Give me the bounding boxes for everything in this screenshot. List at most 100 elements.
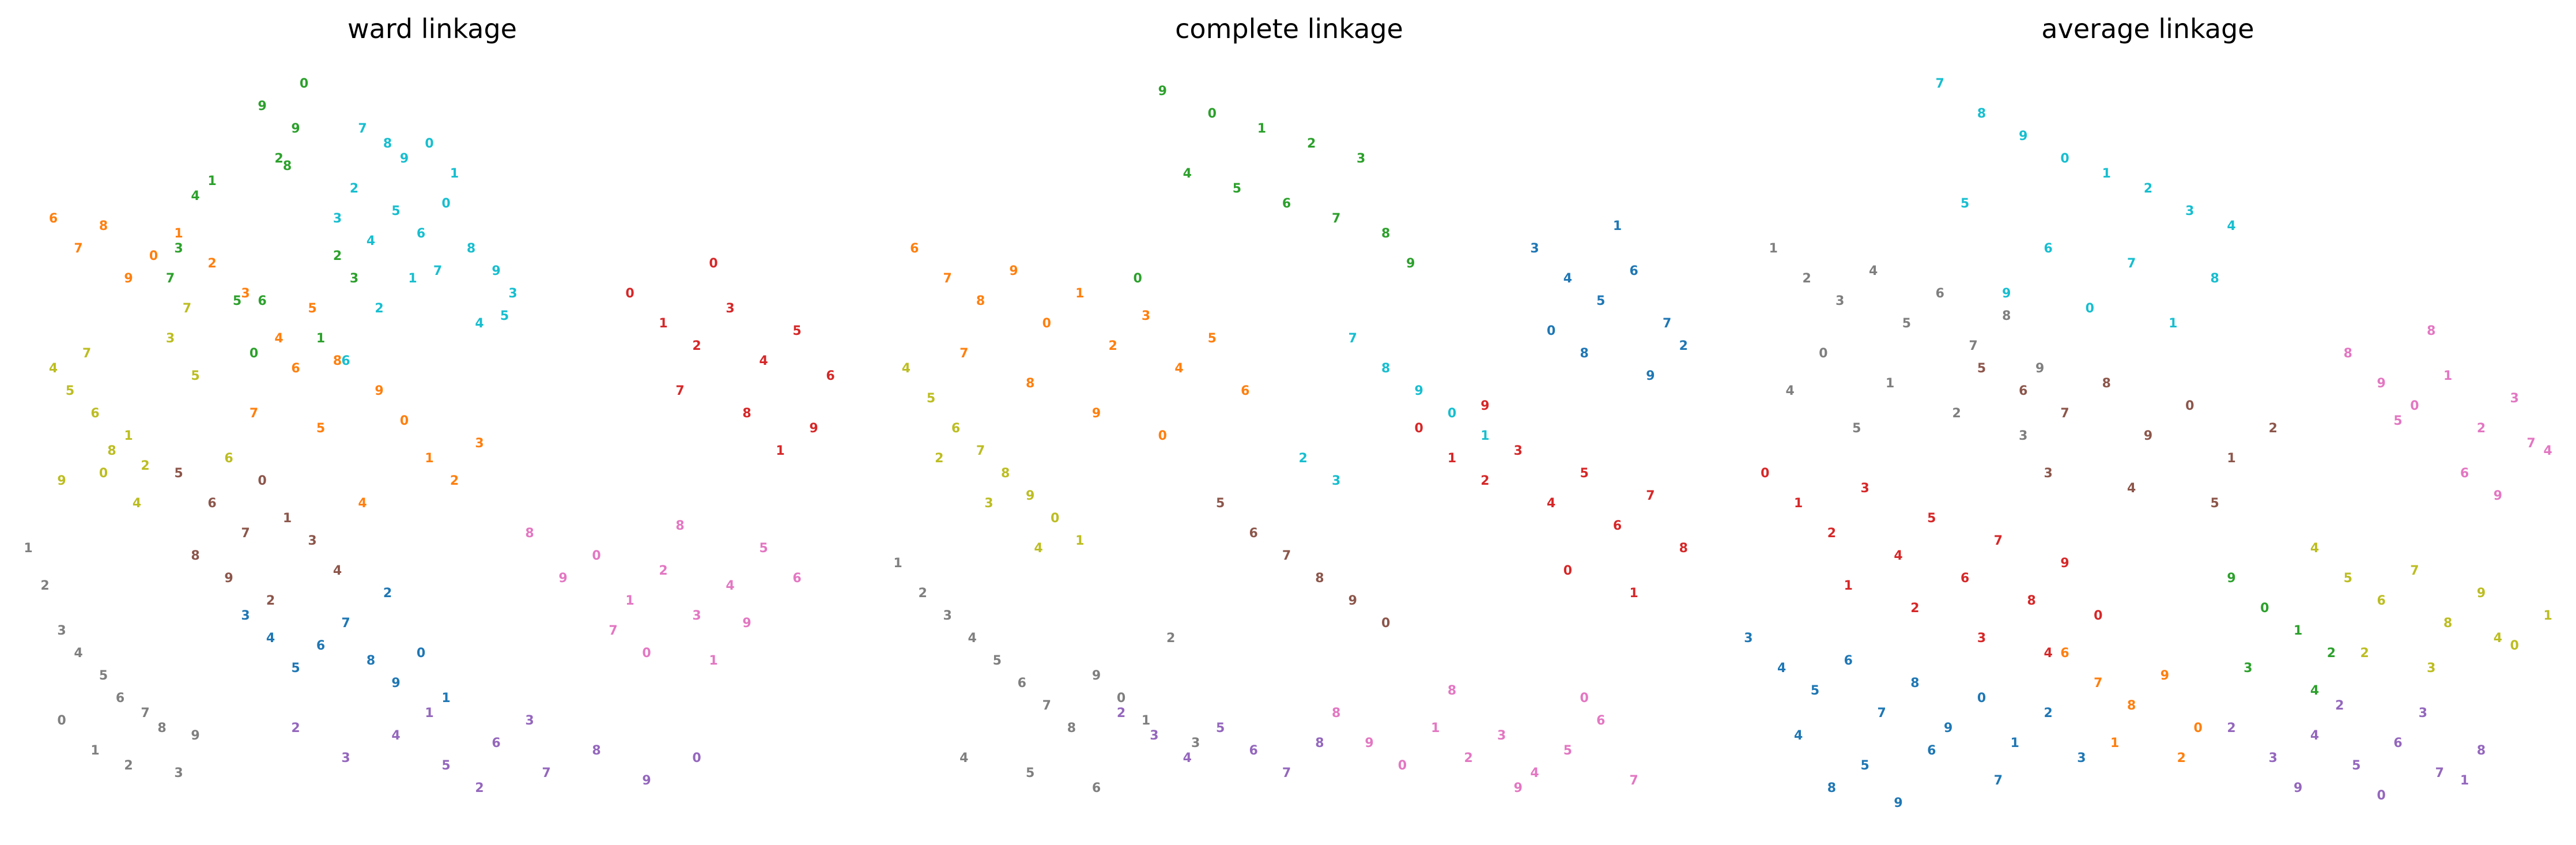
digit-point: 9 <box>2019 129 2027 144</box>
digit-point: 1 <box>2294 624 2302 638</box>
digit-point: 1 <box>2169 316 2177 331</box>
digit-point: 2 <box>918 586 927 601</box>
digit-point: 3 <box>1332 474 1340 488</box>
digit-point: 7 <box>2094 676 2102 691</box>
digit-point: 0 <box>1208 107 1217 121</box>
digit-point: 4 <box>2494 631 2502 646</box>
digit-point: 5 <box>1208 331 1217 346</box>
digit-point: 7 <box>943 271 952 286</box>
digit-point: 8 <box>157 721 166 735</box>
digit-point: 9 <box>2144 429 2152 443</box>
digit-point: 4 <box>902 361 911 376</box>
digit-point: 9 <box>1349 594 1357 608</box>
digit-point: 0 <box>2260 601 2269 616</box>
digit-point: 0 <box>709 256 717 271</box>
digit-point: 7 <box>1282 766 1291 780</box>
digit-point: 7 <box>2127 256 2136 271</box>
digit-point: 5 <box>1563 744 1572 758</box>
digit-point: 1 <box>1844 579 1853 593</box>
digit-point: 7 <box>976 444 985 458</box>
digit-point: 8 <box>1315 736 1324 750</box>
digit-point: 4 <box>1547 496 1555 511</box>
digit-point: 5 <box>1233 182 1241 196</box>
digit-point: 0 <box>1819 346 1827 361</box>
digit-point: 3 <box>1744 631 1752 646</box>
digit-point: 3 <box>1497 729 1506 743</box>
digit-point: 1 <box>1075 286 1084 301</box>
digit-point: 8 <box>467 242 475 256</box>
digit-point: 6 <box>316 639 325 653</box>
digit-point: 1 <box>425 451 433 466</box>
scatter-area: 9012345678906789012345678904567890123412… <box>893 84 1688 795</box>
digit-point: 7 <box>1994 774 2003 788</box>
digit-point: 5 <box>308 301 316 316</box>
digit-point: 4 <box>1894 549 1902 563</box>
digit-point: 8 <box>525 526 534 541</box>
digit-point: 2 <box>1299 451 1308 466</box>
digit-point: 1 <box>1613 219 1622 233</box>
digit-point: 5 <box>1852 421 1861 436</box>
digit-point: 9 <box>375 384 383 398</box>
digit-point: 5 <box>174 466 183 481</box>
digit-point: 1 <box>1142 714 1150 728</box>
panel-title: average linkage <box>2041 13 2254 44</box>
digit-point: 3 <box>2510 391 2519 406</box>
digit-point: 0 <box>149 249 158 263</box>
digit-point: 7 <box>1994 534 2003 548</box>
digit-point: 4 <box>133 496 141 511</box>
digit-point: 4 <box>266 631 275 646</box>
digit-point: 3 <box>241 286 250 301</box>
digit-point: 9 <box>558 571 567 586</box>
digit-point: 2 <box>1109 339 1117 353</box>
digit-point: 3 <box>308 534 316 548</box>
digit-point: 5 <box>233 294 241 308</box>
digit-point: 6 <box>2060 646 2069 661</box>
digit-point: 4 <box>2310 541 2319 556</box>
digit-point: 1 <box>316 331 325 346</box>
digit-point: 3 <box>984 496 993 511</box>
digit-point: 2 <box>2269 421 2277 436</box>
digit-point: 2 <box>2227 721 2235 735</box>
digit-point: 1 <box>1480 429 1489 443</box>
digit-point: 1 <box>2460 774 2469 788</box>
digit-point: 1 <box>659 316 667 331</box>
digit-point: 5 <box>1216 721 1225 735</box>
digit-point: 5 <box>500 309 509 323</box>
digit-point: 2 <box>40 579 49 593</box>
digit-point: 3 <box>508 286 517 301</box>
digit-point: 9 <box>400 152 409 166</box>
digit-point: 9 <box>1092 669 1101 683</box>
digit-point: 2 <box>475 781 484 795</box>
digit-point: 2 <box>1307 137 1316 151</box>
digit-point: 1 <box>24 541 32 556</box>
digit-point: 5 <box>191 369 199 383</box>
digit-point: 1 <box>1431 721 1440 735</box>
digit-point: 4 <box>1183 167 1192 181</box>
digit-point: 8 <box>675 519 684 533</box>
digit-point: 1 <box>2443 369 2452 383</box>
digit-point: 5 <box>1861 759 1869 773</box>
digit-point: 1 <box>1075 534 1084 548</box>
digit-point: 6 <box>1249 526 1257 541</box>
digit-point: 6 <box>2460 466 2469 481</box>
digit-point: 3 <box>692 609 701 623</box>
panel-average: average linkage 7 8 9 0 1 2 3 4 5 6 7 8 9 0 1 1 2 3 4 5 6 7 8 9… <box>1744 13 2552 810</box>
digit-point: 1 <box>1630 586 1638 601</box>
digit-point: 9 <box>2377 376 2385 391</box>
digit-point: 4 <box>1183 751 1192 765</box>
digit-point: 1 <box>441 691 450 706</box>
digit-point: 3 <box>525 714 534 728</box>
digit-point: 2 <box>1802 271 1811 286</box>
digit-point: 3 <box>726 301 734 316</box>
digit-point: 0 <box>57 714 66 728</box>
digit-point: 2 <box>383 586 392 601</box>
digit-point: 3 <box>2419 706 2427 720</box>
digit-point: 9 <box>809 421 818 436</box>
digit-point: 1 <box>2110 736 2119 750</box>
digit-point: 6 <box>2393 736 2402 750</box>
digit-point: 0 <box>1398 759 1407 773</box>
digit-point: 6 <box>492 736 500 750</box>
digit-point: 9 <box>57 474 66 488</box>
digit-point: 3 <box>1514 444 1523 458</box>
